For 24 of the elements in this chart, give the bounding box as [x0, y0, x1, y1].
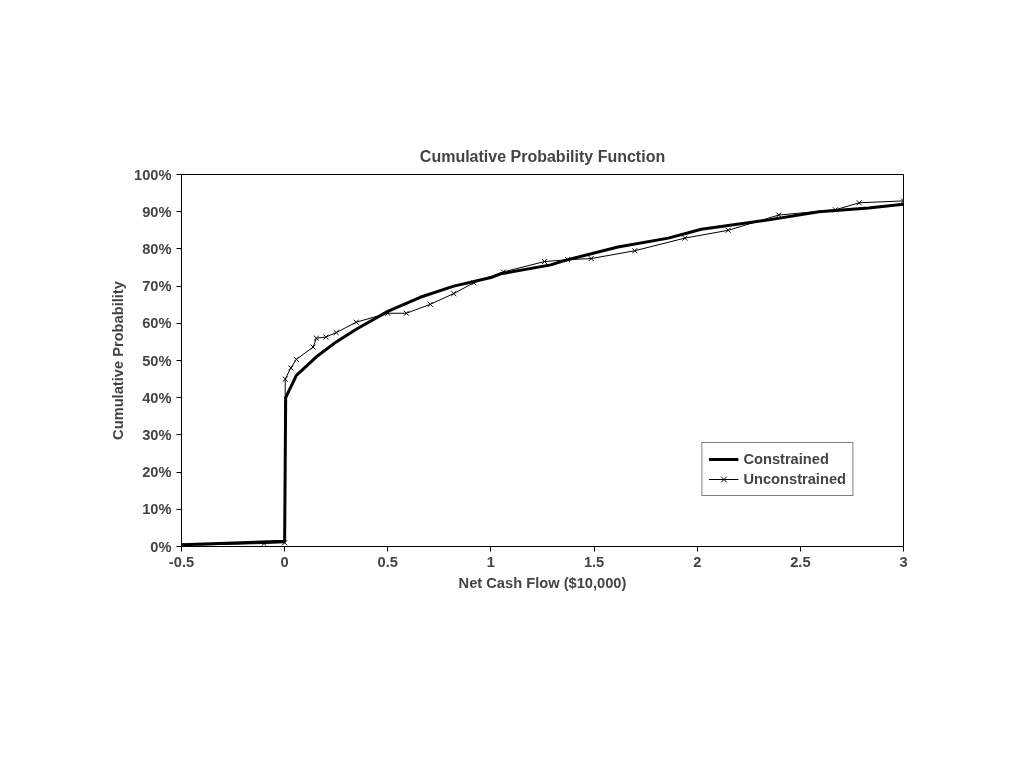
y-tick-label: 70% [142, 278, 172, 295]
y-tick-label: 30% [142, 426, 172, 443]
y-tick-label: 20% [142, 464, 172, 481]
legend-label: Constrained [743, 451, 829, 467]
x-tick-label: -0.5 [168, 553, 195, 570]
y-tick-label: 50% [142, 352, 172, 369]
x-axis-title: Net Cash Flow ($10,000) [458, 574, 627, 591]
y-tick-label: 40% [142, 389, 172, 406]
y-tick-label: 90% [142, 203, 172, 220]
chart-title: Cumulative Probability Function [419, 147, 666, 165]
y-tick-label: 0% [150, 538, 172, 555]
x-tick-label: 1.5 [583, 553, 605, 570]
y-tick-label: 100% [134, 166, 172, 183]
x-tick-label: 2.5 [790, 553, 811, 570]
y-tick-label: 60% [142, 315, 172, 332]
y-tick-label: 10% [142, 501, 172, 518]
x-tick-label: 3 [899, 553, 908, 570]
x-tick-label: 2 [693, 553, 702, 570]
legend-label: Unconstrained [743, 471, 846, 487]
x-tick-label: 1 [486, 553, 496, 570]
y-tick-label: 80% [142, 240, 172, 257]
x-tick-label: 0 [280, 553, 289, 570]
y-axis-title: Cumulative Probability [110, 280, 127, 440]
x-tick-label: 0.5 [377, 553, 398, 570]
